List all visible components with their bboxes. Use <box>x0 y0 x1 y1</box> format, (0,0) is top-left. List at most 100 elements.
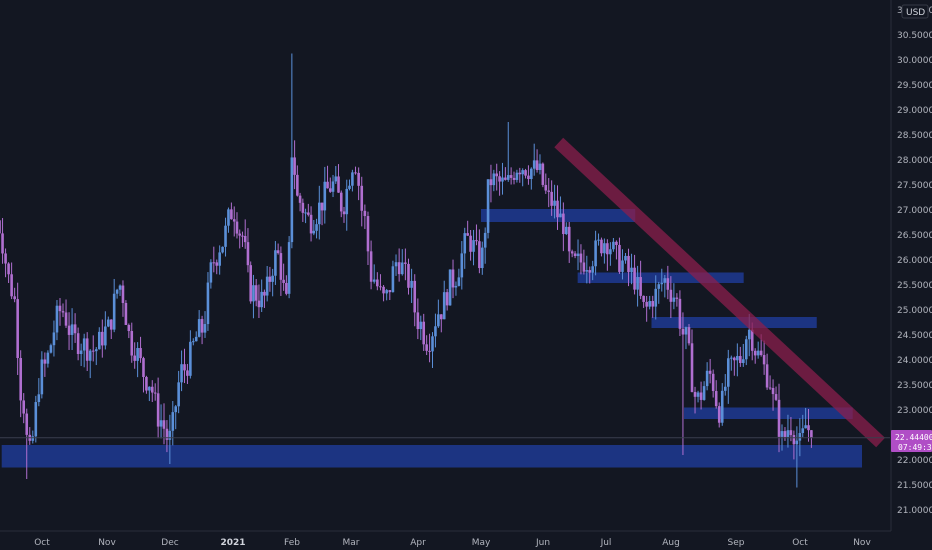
candle-body <box>326 181 329 189</box>
time-tick-label: 2021 <box>220 538 245 548</box>
candle-body <box>597 239 600 241</box>
candle-body <box>687 327 691 344</box>
candle <box>215 259 219 275</box>
candle <box>133 342 136 369</box>
candle-body <box>492 173 496 186</box>
candle <box>431 332 434 368</box>
candle <box>183 348 186 384</box>
candle-body <box>342 211 346 215</box>
candle <box>723 374 727 396</box>
candle-body <box>795 440 799 445</box>
candle <box>591 260 594 281</box>
candle <box>296 165 299 197</box>
candle <box>339 190 343 218</box>
candle-body <box>475 240 478 242</box>
candle-body <box>771 387 775 395</box>
candle <box>189 330 192 379</box>
candle <box>31 430 35 444</box>
candle <box>334 166 338 184</box>
candle <box>666 265 670 300</box>
candle-body <box>97 331 101 350</box>
currency-label: USD <box>906 8 925 18</box>
candle-body <box>25 413 29 435</box>
candle <box>101 319 104 358</box>
candle <box>85 332 89 372</box>
candle <box>696 390 700 403</box>
candle <box>94 347 98 366</box>
candle-body <box>142 358 145 378</box>
candle <box>337 164 340 193</box>
candle-body <box>180 364 183 383</box>
candle-body <box>162 420 166 429</box>
time-axis[interactable]: Oct Nov Dec 2021 Feb Mar Apr May Jun Jul Aug Sep Oct… <box>34 538 871 548</box>
candle <box>276 243 280 255</box>
candle-body <box>328 188 332 192</box>
price-tick-label: 30.50000 <box>897 31 932 41</box>
candle <box>538 154 542 175</box>
last-price-value: 22.44400 <box>895 433 932 442</box>
candle <box>19 350 22 418</box>
candle <box>416 298 420 340</box>
price-axis[interactable]: 21.0000021.5000022.0000022.5000023.00000… <box>897 6 932 516</box>
candle <box>22 393 26 424</box>
candle-body <box>391 266 395 293</box>
candle-body <box>363 210 367 217</box>
downtrend-line[interactable] <box>554 137 886 448</box>
candle-body <box>460 253 464 278</box>
candle <box>342 206 346 223</box>
currency-badge[interactable]: USD <box>901 4 929 19</box>
candle <box>67 312 71 350</box>
candle-body <box>159 420 163 427</box>
candle <box>442 280 446 320</box>
candle-body <box>547 190 551 192</box>
candle <box>469 229 472 261</box>
candle <box>480 241 484 275</box>
candle <box>263 289 266 308</box>
candle-body <box>690 343 694 392</box>
candle <box>254 279 258 307</box>
candle-body <box>437 314 440 327</box>
candle-body <box>124 302 128 325</box>
candle <box>699 381 703 410</box>
candle <box>265 265 269 302</box>
candle <box>627 248 630 287</box>
candle <box>197 310 201 338</box>
candle <box>351 169 354 192</box>
candle-body <box>483 232 487 248</box>
candle-body <box>200 319 204 333</box>
candle <box>445 288 449 311</box>
candle-body <box>153 392 157 394</box>
price-tick-label: 21.50000 <box>897 481 932 491</box>
candle <box>768 375 772 391</box>
candle-body <box>645 301 648 307</box>
candle <box>301 198 305 222</box>
candle-body <box>304 212 307 214</box>
candle-body <box>274 250 277 276</box>
candle <box>783 427 787 441</box>
last-price-badge: 22.44400 07:49:38 <box>891 430 932 452</box>
candle <box>104 311 107 350</box>
candle <box>243 219 247 249</box>
candle-body <box>678 298 682 329</box>
candle <box>10 262 13 300</box>
candle-body <box>34 402 38 437</box>
candle <box>753 348 757 364</box>
candle <box>249 261 252 304</box>
candle-body <box>148 386 151 391</box>
candle <box>88 349 92 379</box>
time-tick-label: Oct <box>792 538 808 548</box>
candle-body <box>382 286 385 294</box>
candle <box>252 274 255 319</box>
candle-body <box>260 291 263 308</box>
candle <box>271 268 274 297</box>
zones-layer <box>1 209 862 468</box>
candle <box>55 300 59 341</box>
candle-body <box>31 436 35 441</box>
price-tick-label: 23.00000 <box>897 406 932 416</box>
candle <box>46 350 50 368</box>
candle <box>756 341 760 359</box>
price-tick-label: 29.00000 <box>897 106 932 116</box>
candle-body <box>556 200 559 218</box>
candle <box>0 212 1 243</box>
